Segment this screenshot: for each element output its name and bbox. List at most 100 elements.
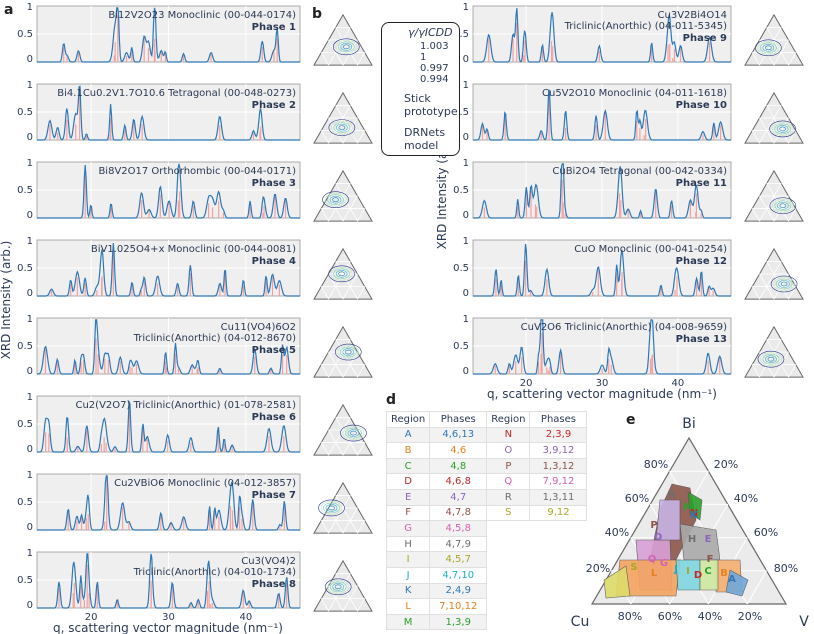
phases-cell: 2,3,9 (529, 426, 588, 444)
region-cell: J (385, 566, 431, 584)
region-letter: O (654, 532, 663, 543)
xrd-plot: 1 0.5 0 Cu2(V2O7) Triclinic(Anorthic) (01-0… (17, 392, 301, 455)
xrd-plot: 1 0.5 0 CuO Monoclinic (00-041-0254)Phase 1… (453, 236, 732, 299)
phase-name: Phase 6 (252, 412, 296, 423)
panel-label: b (312, 6, 322, 22)
region-patch (725, 569, 749, 597)
y-tick: 0 (27, 54, 33, 65)
region-patch (699, 559, 719, 591)
ternary-tick: 20% (586, 562, 610, 575)
region-letter: A (728, 574, 736, 585)
region-cell: I (385, 551, 431, 568)
x-tick: 30 (162, 612, 175, 623)
phase-title: BiV1.025O4+x Monoclinic (00-044-0081) (91, 244, 296, 255)
y-tick: 1 (463, 158, 469, 169)
y-tick: 0 (27, 210, 33, 221)
colorbar-tick: 1.003 (420, 41, 449, 52)
table-row: G 4,5,8 (385, 520, 587, 537)
phases-cell: 9,12 (529, 504, 588, 522)
y-tick: 1 (463, 314, 469, 325)
phase-title: Cu2(V2O7) Triclinic(Anorthic) (01-078-25… (75, 400, 296, 411)
phases-cell: 1,3,9 (429, 613, 488, 631)
y-tick: 0.5 (17, 107, 33, 118)
y-tick: 1 (27, 2, 33, 13)
phases-cell: 7,9,12 (529, 473, 588, 490)
y-tick: 0.5 (17, 575, 33, 586)
phase-name: Phase 2 (252, 100, 296, 111)
phases-cell: 4,7,9 (429, 535, 488, 553)
y-tick: 1 (27, 236, 33, 247)
region-patch (603, 565, 631, 599)
ternary-thumbnail (744, 169, 804, 222)
region-cell: D (385, 473, 431, 490)
ternary-thumbnail (744, 325, 804, 378)
x-tick: 20 (520, 378, 533, 389)
table-row: E 4,7 R 1,3,11 (385, 488, 588, 506)
y-tick: 0.5 (17, 341, 33, 352)
phases-cell: 4,7,8 (429, 504, 488, 522)
ternary-thumbnail (313, 247, 373, 300)
region-cell: L (385, 598, 431, 615)
phase-title-line2: Triclinic(Anorthic) (04-011-5345) (564, 21, 728, 32)
region-letter: D (694, 570, 702, 581)
y-tick: 1 (27, 314, 33, 325)
ternary-tick: 20% (738, 610, 762, 623)
xrd-plot: 1 0.5 0 CuV2O6 Triclinic(Anorthic) (04-008-… (453, 314, 732, 389)
ternary-tick: 80% (774, 562, 798, 575)
y-tick: 0 (27, 288, 33, 299)
table-header: Region (385, 411, 431, 428)
phase-name: Phase 13 (676, 334, 727, 345)
y-tick: 1 (27, 470, 33, 481)
y-tick: 0 (463, 288, 469, 299)
region-letter: M (683, 502, 693, 513)
xrd-plot: 1 0.5 0 Bi12V2O23 Monoclinic (00-044-0174)P… (17, 2, 301, 65)
ternary-vertex-bi: Bi (682, 416, 696, 432)
region-cell: C (385, 457, 431, 475)
y-tick: 0 (27, 366, 33, 377)
ternary-thumbnail (744, 247, 804, 300)
y-tick: 0.5 (17, 29, 33, 40)
phase-name: Phase 9 (683, 33, 727, 44)
table-row: H 4,7,9 (385, 535, 587, 553)
xrd-plot: 1 0.5 0 BiV1.025O4+x Monoclinic (00-044-008… (17, 236, 301, 299)
y-tick: 1 (27, 392, 33, 403)
region-letter: H (688, 534, 696, 545)
phases-cell: 2,4,9 (429, 582, 488, 600)
x-axis-title: q, scattering vector magnitude (nm⁻¹) (53, 621, 283, 634)
region-cell: S (486, 504, 531, 522)
region-cell: A (385, 426, 431, 444)
ternary-tick: 60% (625, 492, 649, 505)
ternary-tick: 40% (734, 492, 758, 505)
phases-cell: 4,7 (429, 488, 488, 506)
y-tick: 1 (463, 236, 469, 247)
ternary-tick: 20% (714, 458, 738, 471)
y-tick: 0.5 (453, 341, 469, 352)
region-cell: B (385, 442, 431, 459)
region-letter: B (720, 568, 728, 579)
region-letter: S (630, 562, 637, 573)
phase-title-line2: Triclinic(Anorthic) (04-010-1734) (133, 567, 297, 578)
ternary-thumbnail (313, 91, 373, 144)
panel-label: e (626, 412, 636, 428)
panel-label: a (4, 2, 13, 18)
region-letter: K (690, 510, 699, 521)
region-cell: E (385, 488, 431, 506)
region-cell: K (385, 582, 431, 600)
table-row: I 4,5,7 (385, 551, 587, 568)
phases-cell: 4,7,10 (429, 566, 488, 584)
ternary-thumbnail (313, 325, 373, 378)
y-tick: 1 (27, 80, 33, 91)
region-letter: G (660, 558, 668, 569)
ternary-tick: 80% (618, 610, 642, 623)
region-cell: R (486, 488, 531, 506)
region-cell: G (385, 520, 431, 537)
region-letter: P (650, 520, 657, 531)
phase-name: Phase 3 (252, 178, 296, 189)
region-table: Region Phases Region Phases A 4,6,13 N 2,3,… (385, 411, 588, 631)
colorbar-title: γ/γICDD (408, 26, 453, 39)
legend-model-label: DRNets (404, 126, 446, 139)
phases-cell: 7,10,12 (429, 598, 488, 615)
region-letter: R (668, 490, 676, 501)
ternary-thumbnail (744, 13, 804, 66)
